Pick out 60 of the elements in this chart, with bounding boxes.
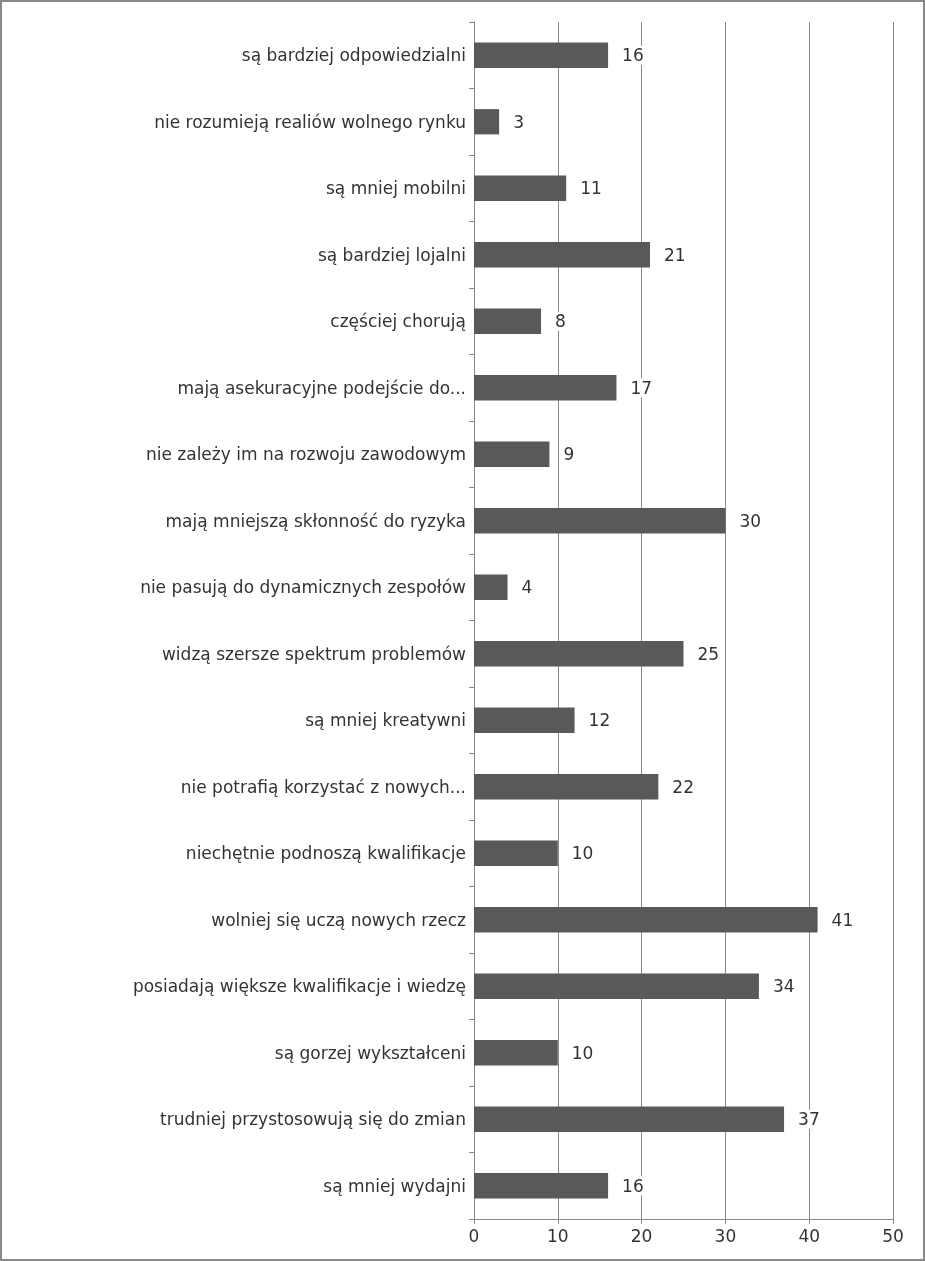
y-tick-label: niechętnie podnoszą kwalifikacje [185, 843, 466, 864]
data-label: 9 [563, 444, 575, 465]
bar [474, 109, 500, 135]
bar [474, 1040, 558, 1066]
data-label: 4 [521, 577, 533, 598]
bar [474, 308, 542, 334]
y-tick-label: są mniej wydajni [323, 1175, 466, 1196]
bar [474, 774, 659, 800]
data-label: 12 [588, 710, 611, 731]
x-tick-label: 40 [798, 1225, 821, 1246]
data-label: 30 [739, 510, 762, 531]
data-label: 8 [555, 311, 566, 332]
data-label: 11 [580, 178, 602, 199]
y-tick-label: trudniej przystosowują się do zmian [160, 1109, 466, 1130]
y-tick-label: są mniej kreatywni [305, 710, 466, 731]
data-label: 21 [663, 244, 686, 265]
data-label: 22 [672, 776, 694, 797]
data-label: 25 [697, 643, 720, 664]
bar [474, 441, 550, 467]
data-label: 41 [831, 909, 854, 930]
bar [474, 840, 558, 866]
y-tick-label: nie zależy im na rozwoju zawodowym [145, 444, 466, 465]
y-tick-label: są gorzej wykształceni [274, 1042, 466, 1063]
bar [474, 242, 650, 268]
y-tick-label: są mniej mobilni [325, 178, 466, 199]
data-label: 3 [513, 111, 524, 132]
y-tick-label: posiadają większe kwalifikacje i wiedzę [132, 976, 466, 997]
y-tick-label: widzą szersze spektrum problemów [161, 643, 467, 664]
y-tick-label: wolniej się uczą nowych rzecz [211, 909, 467, 930]
bar [474, 1106, 785, 1132]
y-tick-label: częściej chorują [330, 311, 466, 332]
bar [474, 707, 575, 733]
bar [474, 973, 759, 999]
bar [474, 42, 609, 68]
bar [474, 907, 818, 933]
y-tick-label: mają mniejszą skłonność do ryzyka [165, 510, 466, 531]
bar [474, 508, 726, 534]
x-tick-label: 30 [714, 1225, 737, 1246]
data-label: 34 [772, 976, 795, 997]
x-tick-label: 20 [630, 1225, 653, 1246]
y-tick-label: nie rozumieją realiów wolnego rynku [154, 111, 466, 132]
x-tick-label: 10 [546, 1225, 569, 1246]
bar [474, 641, 684, 667]
data-label: 17 [630, 377, 653, 398]
bar [474, 375, 617, 401]
y-tick-label: nie potrafią korzystać z nowych... [180, 776, 466, 797]
data-label: 16 [622, 1175, 644, 1196]
y-tick-label: są bardziej odpowiedzialni [241, 45, 466, 66]
x-tick-label: 0 [468, 1225, 480, 1246]
data-label: 10 [571, 1042, 594, 1063]
data-label: 16 [622, 45, 644, 66]
bar [474, 574, 508, 600]
data-label: 37 [798, 1109, 820, 1130]
y-tick-label: są bardziej lojalni [317, 244, 466, 265]
bar [474, 175, 567, 201]
y-tick-label: mają asekuracyjne podejście do... [177, 377, 466, 398]
bar [474, 1173, 609, 1199]
x-tick-label: 50 [882, 1225, 904, 1246]
y-tick-label: nie pasują do dynamicznych zespołów [140, 577, 467, 598]
data-label: 10 [571, 843, 594, 864]
